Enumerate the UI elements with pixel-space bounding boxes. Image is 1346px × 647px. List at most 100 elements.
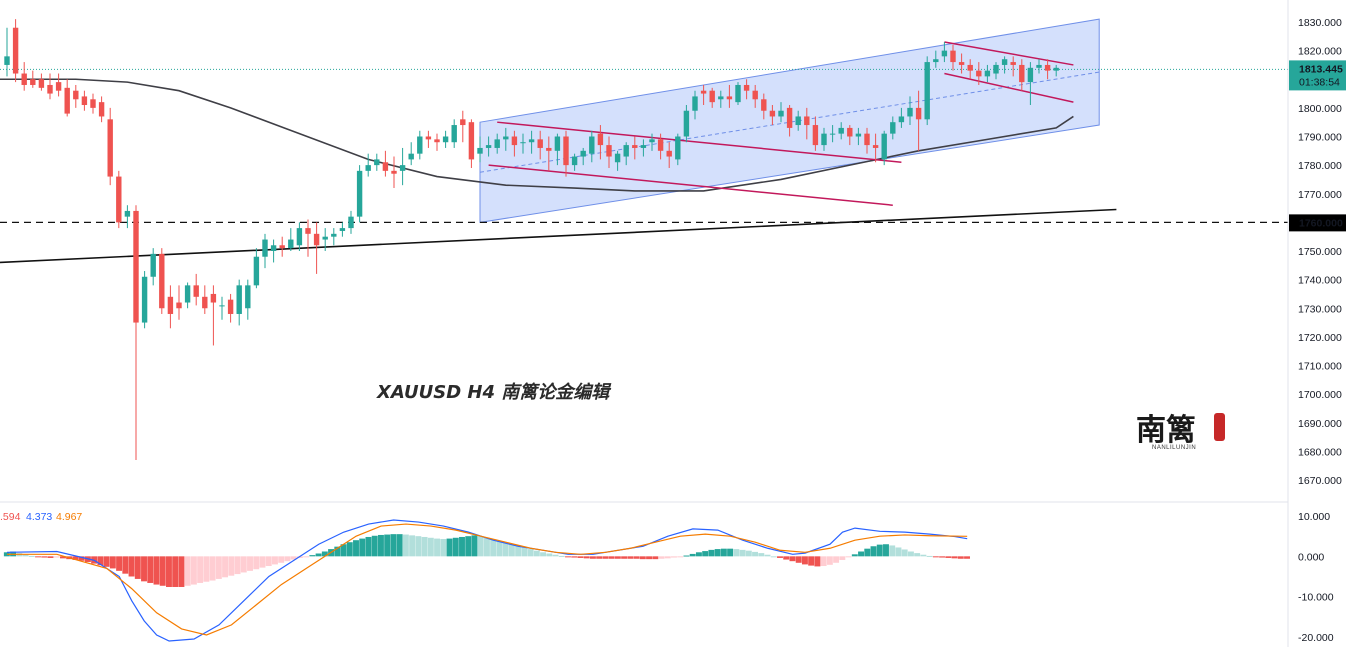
macd-histogram-bar xyxy=(639,556,646,560)
macd-histogram-bar xyxy=(945,556,952,558)
macd-histogram-bar xyxy=(876,544,883,557)
macd-histogram-bar xyxy=(128,556,135,577)
macd-histogram-bar xyxy=(883,544,889,557)
candle xyxy=(107,107,113,186)
macd-legend-macd: 4.373 xyxy=(26,511,52,523)
candle-body xyxy=(976,70,982,77)
red-channel-1-lower-line[interactable] xyxy=(488,164,893,206)
candle xyxy=(821,127,827,151)
drawn-lines[interactable] xyxy=(0,41,1288,264)
candle-body xyxy=(1027,67,1034,83)
macd-histogram-bar xyxy=(153,556,160,585)
macd-histogram-bar xyxy=(901,549,908,557)
macd-histogram-bar xyxy=(396,534,403,557)
macd-pane xyxy=(3,519,970,642)
price-tick-label: 1670.000 xyxy=(1298,475,1342,487)
candle xyxy=(90,93,96,114)
candle-body xyxy=(864,133,870,146)
candle xyxy=(1044,59,1051,80)
candle xyxy=(485,136,492,157)
candle-body xyxy=(614,153,621,163)
candle xyxy=(477,136,483,163)
candle xyxy=(606,136,612,168)
candle xyxy=(855,127,862,146)
candle-body xyxy=(503,136,509,140)
candle xyxy=(64,79,70,117)
candle xyxy=(434,133,440,151)
macd-histogram-bar xyxy=(839,556,846,560)
price-tick-label: 1700.000 xyxy=(1298,389,1342,401)
red-channel-1-upper-line[interactable] xyxy=(497,121,902,164)
macd-histogram-bar xyxy=(708,549,715,557)
price-tick-label: 1750.000 xyxy=(1298,246,1342,258)
macd-histogram-bar xyxy=(247,556,253,571)
candle-body xyxy=(950,50,956,63)
current-price-label[interactable]: 1813.445 01:38:54 xyxy=(1289,60,1346,91)
macd-histogram-bar xyxy=(440,538,447,557)
candle-body xyxy=(511,136,518,146)
candle-body xyxy=(786,107,793,128)
price-tick-label: 1770.000 xyxy=(1298,189,1342,201)
macd-histogram-bar xyxy=(914,553,921,557)
red-channel-2-lower-line[interactable] xyxy=(944,72,1074,103)
candle-body xyxy=(735,84,741,103)
macd-histogram-bar xyxy=(764,554,771,557)
macd-histogram-bar xyxy=(777,556,783,558)
macd-histogram-bar xyxy=(402,534,409,557)
macd-histogram-bar xyxy=(22,554,29,557)
candle-body xyxy=(1010,62,1016,65)
candle-body xyxy=(804,116,810,126)
macd-histogram-bar xyxy=(714,549,721,557)
macd-histogram-bar xyxy=(415,536,422,557)
macd-histogram-bar xyxy=(907,551,914,557)
candle xyxy=(984,64,991,83)
candle xyxy=(924,56,930,126)
candle xyxy=(1027,62,1034,106)
watermark-title: XAUUSD H4 南篱论金编辑 xyxy=(376,382,612,403)
macd-tick-label: -20.000 xyxy=(1298,632,1334,644)
current-price-label-bg xyxy=(1289,60,1346,91)
candle-body xyxy=(219,305,225,307)
candle xyxy=(73,84,79,108)
macd-histogram-bar xyxy=(621,556,628,559)
candle xyxy=(976,62,982,85)
price-axis[interactable]: 1830.0001820.0001810.0001800.0001790.000… xyxy=(1298,17,1342,644)
red-channel-2-upper-line[interactable] xyxy=(944,41,1074,66)
candle xyxy=(675,133,681,166)
candle-body xyxy=(632,145,638,148)
candle xyxy=(176,285,182,320)
macd-histogram-bar xyxy=(109,556,116,569)
candle-body xyxy=(1019,64,1025,83)
trend-line[interactable] xyxy=(0,208,1117,264)
macd-histogram-bar xyxy=(178,556,185,587)
macd-histogram-bar xyxy=(783,556,790,560)
candle xyxy=(55,73,62,97)
candle xyxy=(236,279,242,326)
candle xyxy=(623,142,629,166)
macd-histogram-bar xyxy=(159,556,166,586)
candle-body xyxy=(1044,64,1051,71)
signal-line xyxy=(7,523,968,636)
candle-body xyxy=(167,296,174,314)
candle xyxy=(890,116,896,140)
moving-average-line[interactable] xyxy=(0,78,1074,192)
candle-body xyxy=(829,133,836,135)
candle xyxy=(812,116,819,151)
macd-histogram-bar xyxy=(215,556,222,579)
candle xyxy=(141,271,148,329)
price-tick-label: 1690.000 xyxy=(1298,418,1342,430)
macd-histogram-bar xyxy=(3,552,10,557)
candle xyxy=(657,133,664,160)
macd-legend-signal: 4.967 xyxy=(56,511,82,523)
candle-body xyxy=(933,59,939,63)
candle xyxy=(1036,59,1042,74)
level-label[interactable]: 1760.000 xyxy=(1289,214,1346,232)
candle xyxy=(21,62,27,91)
candle-body xyxy=(73,90,79,100)
candle xyxy=(520,133,526,154)
candle xyxy=(1019,59,1025,91)
candle-body xyxy=(537,139,543,148)
macd-histogram-bar xyxy=(671,556,677,558)
candle xyxy=(726,84,733,108)
